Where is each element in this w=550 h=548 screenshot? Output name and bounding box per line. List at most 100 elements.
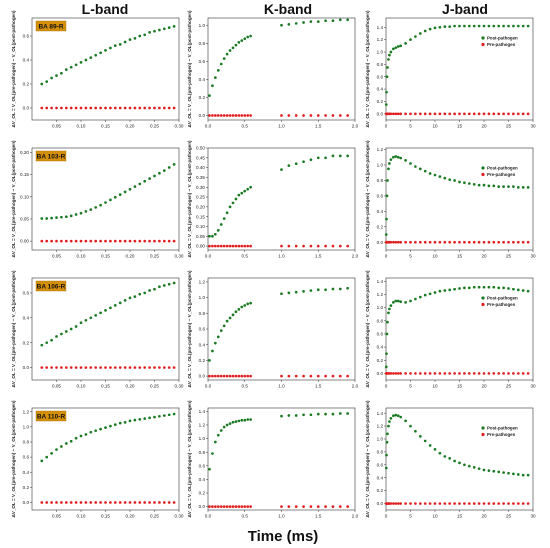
post-pathogen-point (346, 286, 349, 290)
x-tick-label: 0.15 (101, 124, 110, 129)
column-title-j-band: J-band (442, 1, 488, 17)
post-pathogen-point (384, 466, 388, 470)
pre-pathogen-point (316, 244, 320, 248)
pre-pathogen-point (526, 502, 530, 505)
x-tick-label: 15 (457, 254, 463, 259)
post-pathogen-point (497, 24, 501, 28)
post-pathogen-point (113, 304, 117, 307)
post-pathogen-point (123, 190, 127, 194)
post-pathogen-point (423, 293, 427, 297)
pre-pathogen-point (443, 372, 447, 375)
post-pathogen-point (234, 43, 238, 47)
post-pathogen-point (211, 234, 214, 238)
legend-label-pre: Pre-pathogen (487, 172, 516, 177)
y-tick-label: 0.6 (23, 291, 30, 296)
y-tick-label: 0.30 (196, 185, 205, 190)
plot-frame (207, 147, 356, 251)
post-pathogen-point (225, 211, 229, 215)
pre-pathogen-point (516, 112, 520, 116)
post-pathogen-point (45, 455, 49, 459)
pre-pathogen-point (143, 501, 147, 504)
pre-pathogen-point (316, 374, 320, 378)
pre-pathogen-point (338, 114, 342, 117)
post-pathogen-point (389, 416, 393, 420)
pre-pathogen-point (148, 106, 151, 110)
post-pathogen-point (153, 174, 156, 178)
post-pathogen-point (388, 53, 391, 57)
pre-pathogen-point (158, 501, 161, 504)
column-title-l-band: L-band (82, 1, 129, 17)
pre-pathogen-point (84, 239, 88, 243)
pre-pathogen-point (123, 239, 127, 243)
y-tick-label: 0.0 (23, 106, 30, 111)
x-tick-label: 25 (506, 124, 512, 129)
pre-pathogen-point (396, 372, 400, 375)
pre-pathogen-point (104, 501, 107, 504)
pre-pathogen-point (234, 244, 238, 248)
pre-pathogen-point (438, 240, 442, 244)
post-pathogen-point (309, 413, 313, 417)
post-pathogen-point (246, 418, 250, 421)
pre-pathogen-point (219, 374, 223, 378)
post-pathogen-point (384, 103, 388, 106)
pre-pathogen-point (477, 372, 481, 375)
pre-pathogen-point (414, 240, 417, 244)
y-tick-label: 0.6 (199, 327, 206, 332)
pre-pathogen-point (302, 244, 305, 248)
post-pathogen-point (234, 420, 238, 423)
pre-pathogen-point (148, 501, 151, 504)
pre-pathogen-point (55, 501, 58, 504)
pre-pathogen-point (394, 502, 398, 505)
post-pathogen-point (512, 24, 515, 28)
pre-pathogen-point (133, 501, 137, 504)
post-pathogen-point (482, 285, 486, 289)
post-pathogen-point (237, 308, 241, 311)
y-tick-label: 0.0 (199, 504, 206, 509)
sample-label: BA 89-R (38, 23, 63, 30)
pre-pathogen-point (458, 502, 461, 505)
post-pathogen-point (172, 412, 176, 416)
post-pathogen-point (158, 28, 161, 32)
y-tick-label: 0.6 (23, 34, 30, 39)
post-pathogen-point (516, 288, 520, 292)
pre-pathogen-point (392, 372, 395, 375)
post-pathogen-point (331, 19, 335, 23)
plot-frame (31, 277, 180, 381)
pre-pathogen-point (467, 502, 471, 505)
pre-pathogen-point (45, 366, 49, 369)
panel-r3-L: 0.05 0.10 0.15 0.20 0.25 0.30 0.0 0.2 0.4 0.6 ΔV_O… (11, 270, 184, 388)
y-tick-label: 0.8 (377, 178, 384, 183)
post-pathogen-point (148, 177, 151, 180)
post-pathogen-point (487, 24, 491, 28)
post-pathogen-point (526, 289, 530, 293)
pre-pathogen-point (216, 374, 220, 378)
y-tick-label: 0.40 (196, 165, 205, 170)
pre-pathogen-point (418, 112, 422, 116)
post-pathogen-point (287, 164, 291, 167)
y-tick-label: 0.0 (199, 113, 206, 118)
sample-label: BA 106-R (37, 283, 66, 290)
x-tick-label: 0.5 (242, 514, 249, 519)
x-tick-label: 5 (409, 384, 412, 389)
pre-pathogen-point (294, 505, 298, 508)
pre-pathogen-point (389, 502, 393, 505)
x-tick-label: 0.5 (242, 124, 249, 129)
post-pathogen-point (280, 168, 283, 171)
pre-pathogen-point (302, 114, 305, 117)
post-pathogen-point (467, 24, 471, 28)
pre-pathogen-point (507, 112, 510, 116)
pre-pathogen-point (55, 106, 58, 110)
panel-r4-J: 0 5 10 15 20 25 30 0.0 0.2 0.4 0.6 0.8 1.0 1.2 1.4 ΔV_O… (365, 400, 536, 518)
x-tick-label: 0.25 (150, 124, 159, 129)
post-pathogen-point (208, 234, 211, 238)
post-pathogen-point (388, 307, 391, 311)
post-pathogen-point (423, 29, 427, 33)
pre-pathogen-point (507, 240, 510, 244)
pre-pathogen-point (448, 240, 452, 244)
panel-r4-K: 0.0 0.5 1.0 1.5 2.0 0.0 0.2 0.4 0.6 0.8 1.0 1.2 1.4 Δ… (187, 400, 359, 518)
post-pathogen-point (113, 44, 117, 47)
pre-pathogen-point (231, 374, 235, 378)
post-pathogen-point (109, 46, 112, 50)
plot-frame (207, 407, 356, 511)
pre-pathogen-point (482, 240, 486, 244)
